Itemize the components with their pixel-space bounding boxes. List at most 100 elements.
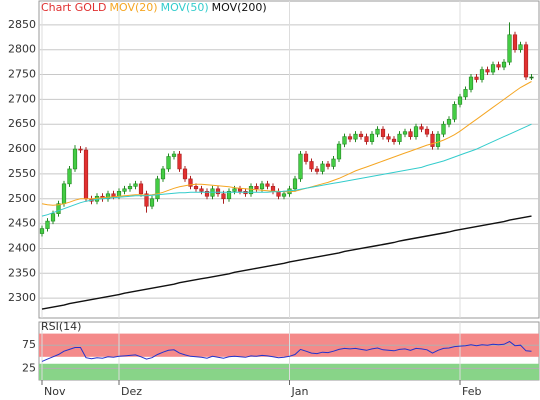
panel-title: RSI(14) xyxy=(41,320,81,333)
candle-body xyxy=(39,228,45,234)
candle-body xyxy=(122,188,127,192)
line-series xyxy=(41,123,532,217)
candle-body xyxy=(501,61,507,68)
candle-body xyxy=(397,133,402,142)
candle-body xyxy=(529,76,534,79)
legend-entry: Chart GOLD xyxy=(41,1,107,14)
candle-body xyxy=(298,153,303,180)
y-tick-label: 2300 xyxy=(8,291,36,304)
candle-body xyxy=(281,193,287,197)
candle-body xyxy=(336,143,342,160)
legend-entry: MOV(50) xyxy=(161,1,209,14)
y-tick-label: 2450 xyxy=(8,217,36,230)
candle-body xyxy=(331,158,336,167)
y-tick-label: 2700 xyxy=(8,92,36,105)
y-tick-label: 2750 xyxy=(8,68,36,81)
candle-body xyxy=(127,186,133,190)
legend-entry: MOV(20) xyxy=(110,1,158,14)
candle-body xyxy=(347,136,353,140)
line-series xyxy=(41,340,532,362)
candle-body xyxy=(215,188,221,195)
candle-body xyxy=(226,190,232,200)
candle-body xyxy=(292,178,298,190)
candle-body xyxy=(204,190,210,197)
candle-body xyxy=(314,168,320,172)
candle-body xyxy=(408,131,413,137)
candle-body xyxy=(237,188,243,192)
x-tick-label: Nov xyxy=(44,385,66,398)
candle-body xyxy=(72,148,78,170)
candle-body xyxy=(523,44,529,78)
candle-body xyxy=(358,133,364,137)
candle-body xyxy=(111,193,116,197)
y-tick-label: 25 xyxy=(22,361,36,374)
candle-body xyxy=(133,183,138,187)
candle-body xyxy=(512,34,518,50)
candle-body xyxy=(116,190,122,197)
candle-body xyxy=(270,186,276,192)
candle-body xyxy=(386,136,391,140)
y-tick-label: 2850 xyxy=(8,18,36,31)
candle-body xyxy=(413,126,419,137)
candle-body xyxy=(441,123,446,135)
candle-body xyxy=(171,153,177,157)
candle-body xyxy=(430,133,435,147)
legend: Chart GOLD MOV(20) MOV(50) MOV(200) xyxy=(41,1,267,14)
candle-body xyxy=(188,178,193,187)
candle-body xyxy=(446,118,452,125)
candle-body xyxy=(78,148,83,151)
candle-body xyxy=(496,64,501,68)
y-tick-label: 2500 xyxy=(8,192,36,205)
candle-body xyxy=(232,188,237,192)
candle-body xyxy=(199,188,204,192)
candle-body xyxy=(56,203,61,214)
candle-body xyxy=(353,133,358,140)
candle-body xyxy=(193,186,199,190)
candle-body xyxy=(265,183,270,187)
candle-body xyxy=(479,69,485,80)
line-series xyxy=(41,215,532,310)
candle-body xyxy=(149,198,155,207)
y-tick-label: 2550 xyxy=(8,167,36,180)
candle-body xyxy=(177,153,182,170)
x-tick-label: Feb xyxy=(462,385,481,398)
candle-body xyxy=(485,69,490,73)
candle-body xyxy=(424,128,430,135)
candle-body xyxy=(435,133,441,147)
candle-body xyxy=(452,104,457,120)
candle-body xyxy=(342,136,347,145)
candle-body xyxy=(474,76,479,80)
candle-body xyxy=(50,213,56,222)
y-tick-label: 2650 xyxy=(8,117,36,130)
candle-body xyxy=(375,128,380,135)
candle-body xyxy=(457,96,463,105)
y-tick-label: 2800 xyxy=(8,43,36,56)
candle-body xyxy=(303,153,309,162)
candle-body xyxy=(402,131,408,135)
candle-body xyxy=(138,183,144,195)
candle-body xyxy=(518,44,523,50)
candle-body xyxy=(490,64,496,73)
candle-body xyxy=(182,168,188,180)
candle-body xyxy=(320,163,325,172)
candle-body xyxy=(380,128,386,137)
x-tick-label: Jan xyxy=(291,385,309,398)
candle-body xyxy=(160,168,166,180)
candle-body xyxy=(369,133,375,142)
candle-body xyxy=(45,220,50,229)
line-series xyxy=(41,81,532,206)
candle-body xyxy=(325,163,331,167)
candle-body xyxy=(309,161,314,170)
candle-body xyxy=(83,149,89,200)
legend-entry: MOV(200) xyxy=(212,1,267,14)
candle-body xyxy=(507,34,512,63)
candle-body xyxy=(155,178,160,200)
y-tick-label: 2350 xyxy=(8,266,36,279)
candle-body xyxy=(166,156,171,170)
y-tick-label: 2400 xyxy=(8,241,36,254)
candle-body xyxy=(419,126,424,130)
candle-body xyxy=(254,186,259,190)
candle-body xyxy=(463,89,468,98)
y-tick-label: 75 xyxy=(22,338,36,351)
candle-body xyxy=(221,193,226,200)
